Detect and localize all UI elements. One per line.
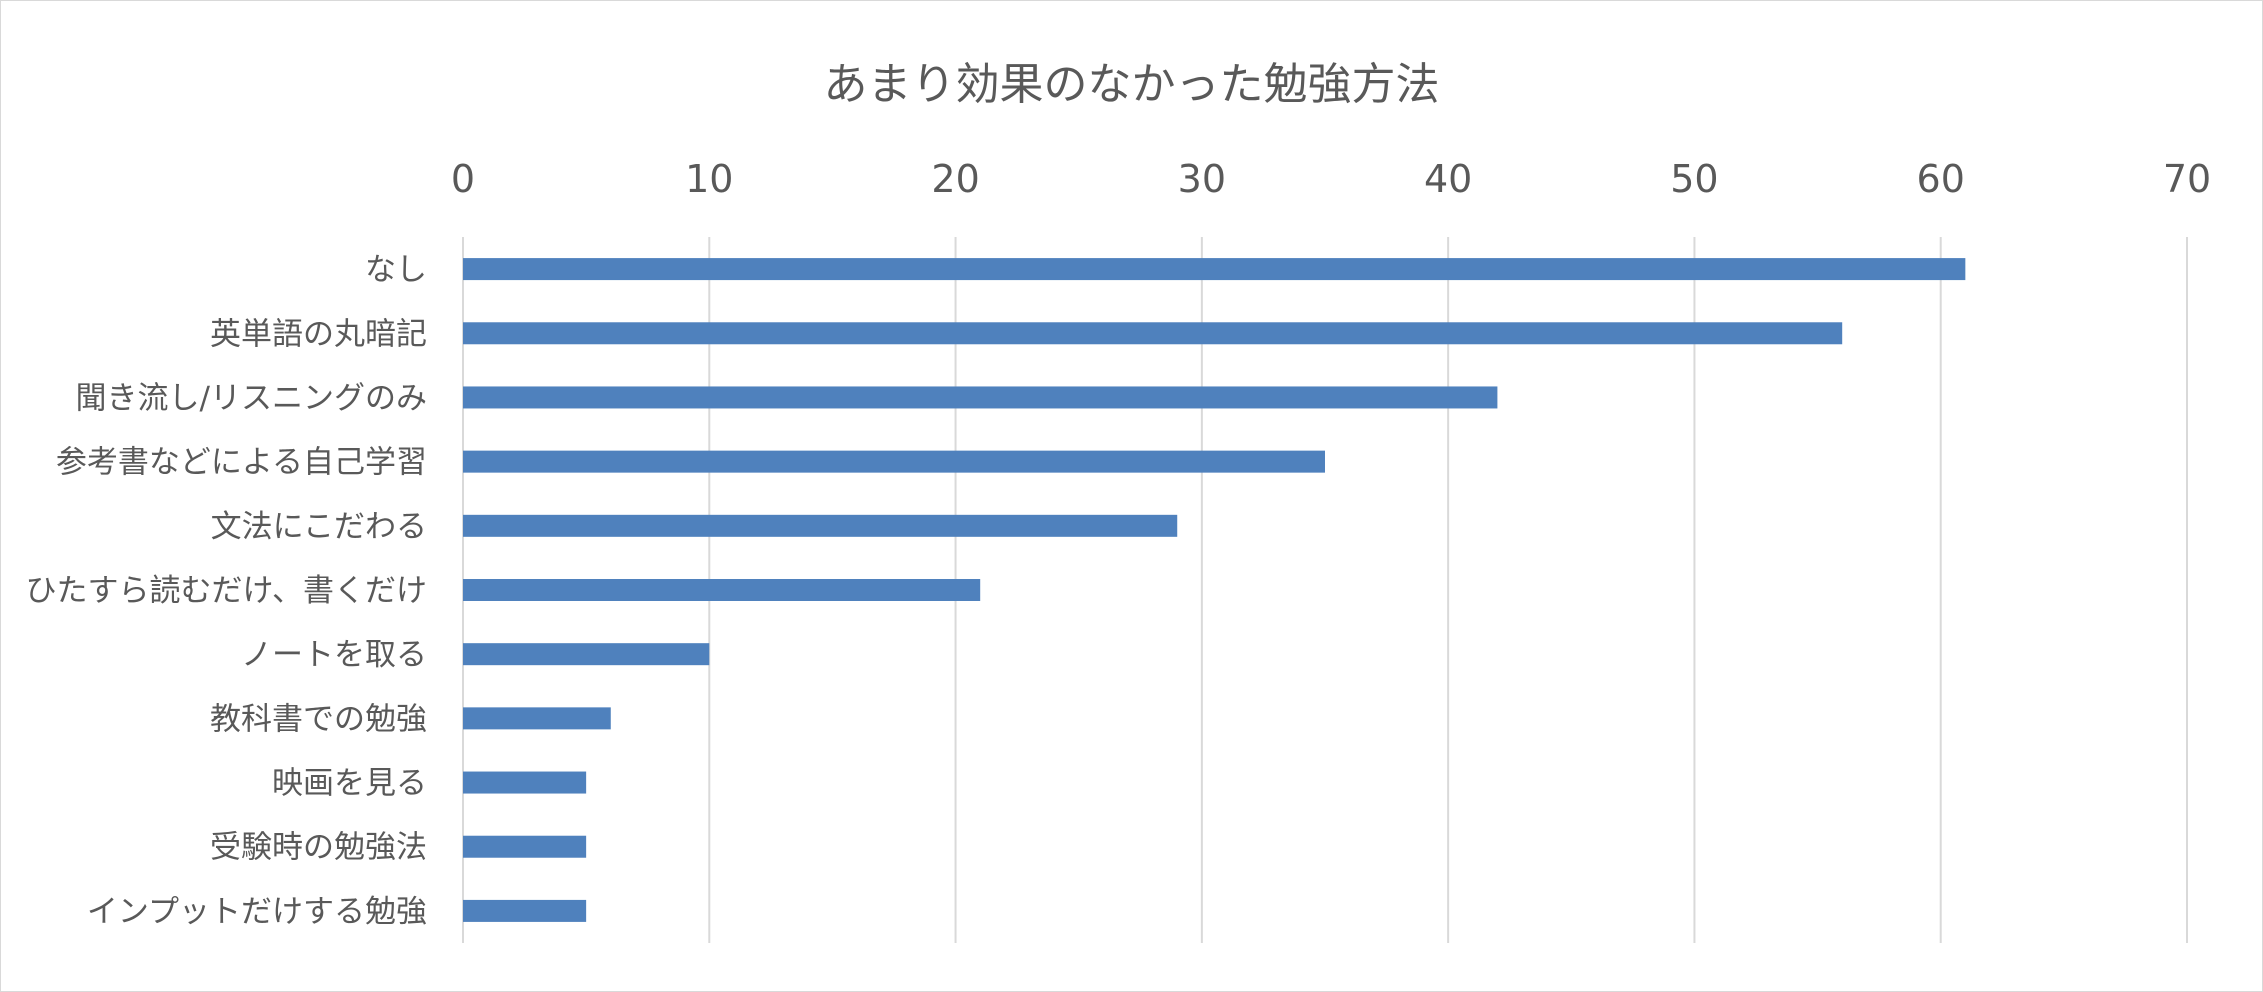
category-label: ノートを取る [241, 637, 427, 673]
category-label: ひたすら読むだけ、書くだけ [26, 573, 427, 609]
x-tick-label: 20 [931, 157, 979, 201]
x-tick-label: 50 [1670, 157, 1718, 201]
x-tick-label: 60 [1917, 157, 1965, 201]
category-label: 参考書などによる自己学習 [56, 445, 427, 481]
bar [463, 899, 587, 922]
x-axis-ticks: 0 10 20 30 40 50 60 70 [451, 157, 2211, 201]
chart-title: あまり効果のなかった勉強方法 [823, 59, 1440, 110]
x-tick-label: 70 [2163, 157, 2211, 201]
bar [463, 707, 611, 730]
category-labels: なし英単語の丸暗記聞き流し/リスニングのみ参考書などによる自己学習文法にこだわる… [26, 252, 427, 930]
category-label: 受験時の勉強法 [210, 830, 427, 866]
bar [463, 322, 1843, 345]
bars [463, 258, 1966, 922]
category-label: なし [365, 252, 427, 288]
x-tick-label: 0 [451, 157, 475, 201]
category-label: 映画を見る [272, 766, 427, 802]
x-tick-label: 30 [1178, 157, 1226, 201]
bar [463, 450, 1325, 473]
category-label: 教科書での勉強 [210, 701, 427, 737]
x-tick-label: 40 [1424, 157, 1472, 201]
bar [463, 386, 1498, 409]
category-label: 英単語の丸暗記 [210, 316, 427, 352]
bar [463, 835, 587, 858]
category-label: 文法にこだわる [211, 509, 427, 545]
bar [463, 514, 1178, 537]
bar [463, 258, 1966, 281]
bar [463, 771, 587, 794]
x-tick-label: 10 [685, 157, 733, 201]
category-label: 聞き流し/リスニングのみ [76, 380, 427, 416]
category-label: インプットだけする勉強 [87, 894, 427, 930]
bar [463, 579, 981, 601]
bar [463, 643, 710, 666]
